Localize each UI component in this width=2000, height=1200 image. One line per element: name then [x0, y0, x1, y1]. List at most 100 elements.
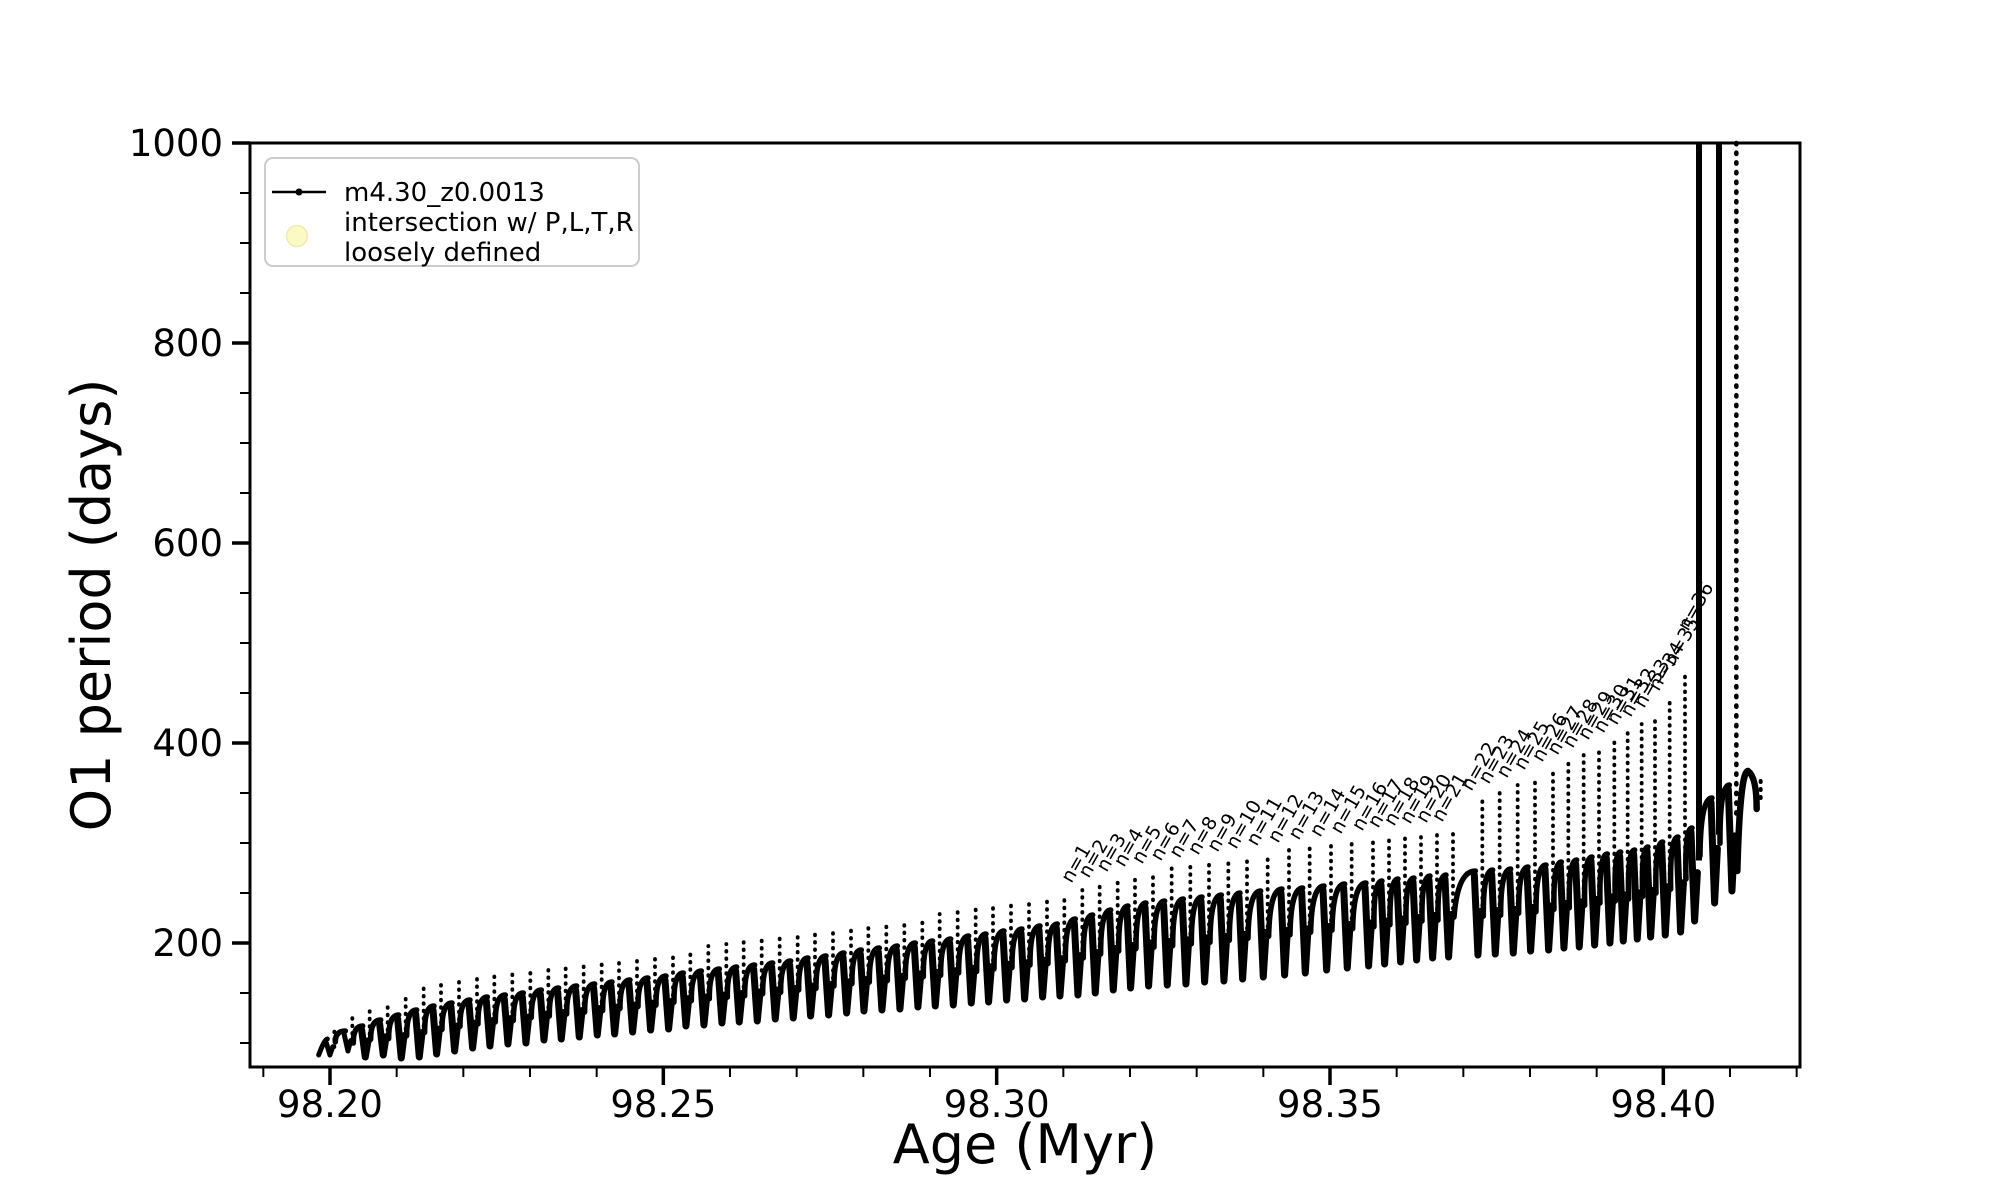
arc-segment — [563, 983, 580, 1017]
down-spike — [429, 1006, 443, 1058]
arc-segment — [1697, 795, 1715, 859]
down-spike — [1178, 899, 1193, 988]
down-spike — [714, 969, 729, 1027]
arc-segment — [1027, 923, 1043, 968]
arc-segment — [617, 977, 633, 1012]
down-spike — [1017, 929, 1031, 1003]
arc-segment — [849, 947, 865, 987]
down-spike — [1687, 828, 1701, 925]
down-spike — [1707, 798, 1721, 907]
arc-segment — [1287, 885, 1306, 938]
arc-segment — [1435, 872, 1449, 923]
arc-segment — [884, 943, 901, 984]
arc-segment — [439, 1000, 455, 1033]
arc-segment — [795, 955, 811, 993]
arc-segment — [1515, 864, 1531, 916]
arc-segment — [741, 962, 758, 999]
down-spike — [1470, 871, 1485, 959]
arc-segment — [1371, 878, 1385, 930]
arc-segment — [457, 997, 473, 1030]
arc-segment — [1403, 875, 1417, 926]
down-spike — [821, 956, 835, 1019]
arc-segment — [421, 1003, 437, 1036]
arc-segment — [492, 992, 509, 1025]
down-spike — [1488, 870, 1502, 958]
arc-segment — [1349, 880, 1369, 932]
arc-segment — [706, 966, 723, 1002]
legend-label-series: m4.30_z0.0013 — [344, 178, 545, 208]
arc-segment — [1566, 857, 1580, 911]
arc-segment — [1115, 903, 1131, 954]
arc-segment — [920, 938, 936, 980]
down-spike — [1441, 875, 1455, 961]
down-spike — [892, 946, 907, 1013]
arc-segment — [1307, 883, 1327, 935]
series-m4.30_z0.0013 — [316, 140, 1763, 1062]
down-spike — [1070, 919, 1085, 999]
arc-segment — [937, 936, 954, 979]
arc-segment — [1533, 862, 1549, 915]
down-spike — [1506, 869, 1520, 957]
arc-segment — [332, 1028, 349, 1045]
down-spike — [946, 939, 960, 1009]
arc-segment — [510, 990, 527, 1024]
down-spike — [536, 990, 551, 1044]
down-spike — [874, 948, 889, 1014]
down-spike — [1319, 886, 1333, 974]
down-spike — [1724, 785, 1739, 895]
down-spike — [1160, 901, 1174, 989]
arc-segment — [955, 933, 972, 976]
arc-segment — [759, 960, 776, 997]
legend-box — [264, 157, 640, 267]
arc-segment — [1133, 900, 1149, 952]
down-spike — [999, 931, 1013, 1004]
down-spike — [661, 976, 675, 1033]
arc-segment — [367, 1017, 384, 1042]
y-axis-label: O1 period (days) — [60, 379, 123, 832]
down-spike — [625, 980, 639, 1036]
down-spike — [1630, 850, 1644, 943]
arc-segment — [653, 973, 669, 1008]
down-spike — [323, 1040, 336, 1058]
cycle-label: n=36 — [1673, 578, 1718, 634]
down-spike — [447, 1003, 461, 1055]
down-spike — [1106, 910, 1120, 994]
down-spike — [839, 953, 853, 1017]
down-spike — [1409, 878, 1423, 964]
down-spike — [1277, 889, 1291, 979]
x-tick-label: 98.40 — [1610, 1083, 1716, 1126]
down-spike — [465, 1000, 479, 1052]
arc-segment — [528, 987, 545, 1021]
arc-segment — [1451, 868, 1479, 920]
down-spike — [1377, 881, 1391, 968]
down-spike — [1587, 857, 1601, 949]
down-spike — [910, 943, 925, 1011]
arc-segment — [1419, 873, 1433, 924]
down-spike — [1602, 854, 1617, 947]
down-spike — [1393, 879, 1407, 966]
arc-segment — [688, 968, 705, 1004]
down-spike — [1035, 926, 1049, 1001]
y-tick-label: 400 — [152, 722, 223, 765]
down-spike — [678, 973, 693, 1030]
down-spike — [732, 967, 746, 1026]
arc-segment — [1245, 888, 1264, 942]
arc-segment — [991, 928, 1007, 972]
down-spike — [1235, 893, 1249, 983]
down-spike — [1340, 884, 1354, 972]
down-spike — [1123, 906, 1137, 992]
down-spike — [768, 963, 782, 1023]
down-spike — [607, 982, 621, 1038]
x-axis-label: Age (Myr) — [893, 1113, 1158, 1176]
down-spike — [500, 995, 515, 1048]
down-spike — [341, 1032, 354, 1054]
down-spike — [981, 934, 995, 1006]
plot-border — [248, 141, 1802, 1069]
y-tick-label: 1000 — [129, 122, 223, 165]
arc-segment — [813, 953, 829, 992]
arc-segment — [403, 1007, 420, 1039]
arc-segment — [1207, 892, 1225, 946]
y-tick-label: 200 — [152, 922, 223, 965]
x-tick-label: 98.25 — [610, 1083, 716, 1126]
